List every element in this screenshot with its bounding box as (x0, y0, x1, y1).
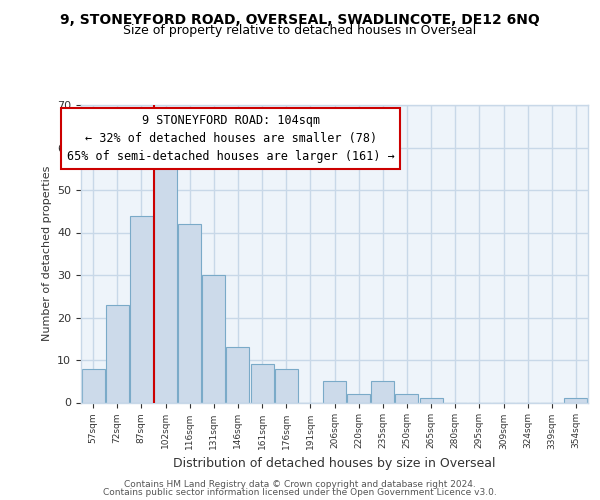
Bar (565, 398, 587, 402)
Bar (371, 381, 394, 402)
Bar (178, 224, 201, 402)
Bar (202, 275, 225, 402)
Bar (419, 398, 443, 402)
Bar (130, 216, 153, 402)
Text: Size of property relative to detached houses in Overseal: Size of property relative to detached ho… (124, 24, 476, 37)
X-axis label: Distribution of detached houses by size in Overseal: Distribution of detached houses by size … (173, 457, 496, 470)
Bar (82, 368, 104, 402)
Bar (347, 394, 370, 402)
Bar (226, 347, 250, 403)
Text: 9 STONEYFORD ROAD: 104sqm
← 32% of detached houses are smaller (78)
65% of semi-: 9 STONEYFORD ROAD: 104sqm ← 32% of detac… (67, 114, 394, 163)
Bar (323, 381, 346, 402)
Bar (154, 156, 177, 402)
Bar (251, 364, 274, 403)
Text: Contains HM Land Registry data © Crown copyright and database right 2024.: Contains HM Land Registry data © Crown c… (124, 480, 476, 489)
Bar (106, 304, 128, 402)
Text: Contains public sector information licensed under the Open Government Licence v3: Contains public sector information licen… (103, 488, 497, 497)
Bar (275, 368, 298, 402)
Bar (395, 394, 418, 402)
Text: 9, STONEYFORD ROAD, OVERSEAL, SWADLINCOTE, DE12 6NQ: 9, STONEYFORD ROAD, OVERSEAL, SWADLINCOT… (60, 12, 540, 26)
Y-axis label: Number of detached properties: Number of detached properties (41, 166, 52, 342)
